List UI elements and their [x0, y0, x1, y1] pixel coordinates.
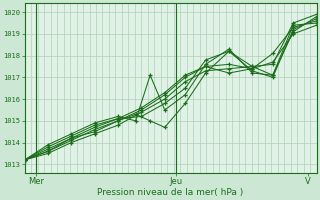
X-axis label: Pression niveau de la mer( hPa ): Pression niveau de la mer( hPa ) [98, 188, 244, 197]
